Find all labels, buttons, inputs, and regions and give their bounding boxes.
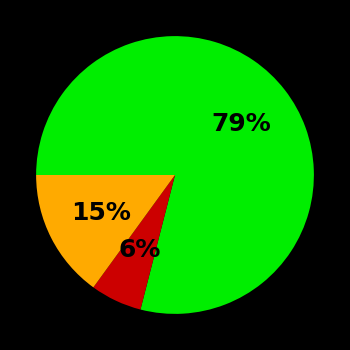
Text: 79%: 79% xyxy=(211,112,271,136)
Wedge shape xyxy=(36,175,175,287)
Text: 15%: 15% xyxy=(71,201,131,225)
Wedge shape xyxy=(93,175,175,309)
Wedge shape xyxy=(36,36,314,314)
Text: 6%: 6% xyxy=(118,238,161,262)
